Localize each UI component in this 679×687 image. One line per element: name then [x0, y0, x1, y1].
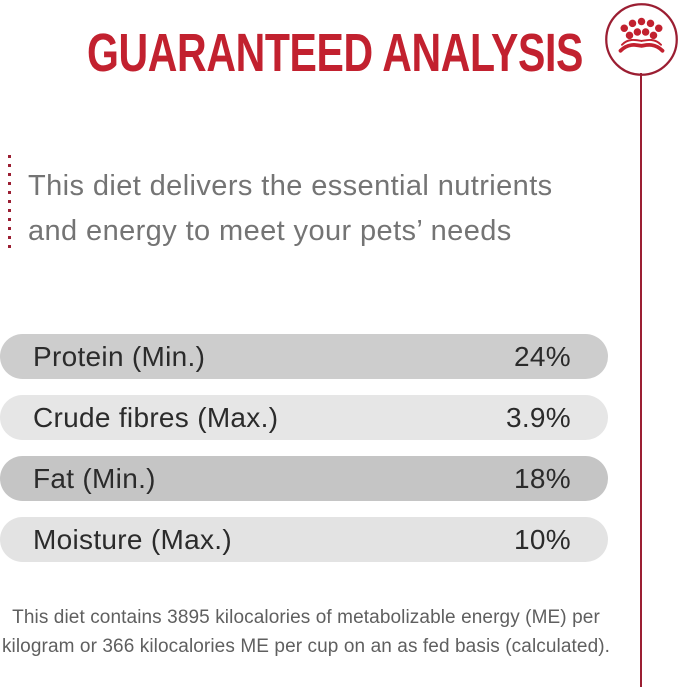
row-value: 10%	[514, 523, 571, 555]
page-title: GUARANTEED ANALYSIS	[87, 23, 583, 83]
row-label: Moisture (Max.)	[33, 523, 232, 555]
nutrient-table: Protein (Min.) 24% Crude fibres (Max.) 3…	[0, 334, 608, 578]
brand-vertical-line	[640, 73, 642, 687]
table-row-moisture: Moisture (Max.) 10%	[0, 517, 608, 562]
intro-text: This diet delivers the essential nutrien…	[28, 164, 608, 254]
table-row-protein: Protein (Min.) 24%	[0, 334, 608, 379]
table-row-fat: Fat (Min.) 18%	[0, 456, 608, 501]
logo-circle-outline	[605, 3, 678, 76]
energy-statement-line-1: This diet contains 3895 kilocalories of …	[12, 607, 600, 628]
intro-line-2: and energy to meet your pets’ needs	[28, 215, 512, 247]
energy-statement: This diet contains 3895 kilocalories of …	[0, 603, 612, 661]
row-value: 24%	[514, 340, 571, 372]
accent-dotted-line	[8, 155, 11, 254]
intro-line-1: This diet delivers the essential nutrien…	[28, 170, 553, 202]
royal-canin-crown-logo	[605, 3, 678, 76]
row-value: 3.9%	[505, 401, 571, 433]
row-label: Fat (Min.)	[33, 462, 156, 494]
energy-statement-line-2: kilogram or 366 kilocalories ME per cup …	[1, 636, 611, 657]
row-value: 18%	[514, 462, 571, 494]
table-row-crude-fibres: Crude fibres (Max.) 3.9%	[0, 395, 608, 440]
row-label: Protein (Min.)	[33, 340, 206, 372]
row-label: Crude fibres (Max.)	[33, 401, 279, 433]
